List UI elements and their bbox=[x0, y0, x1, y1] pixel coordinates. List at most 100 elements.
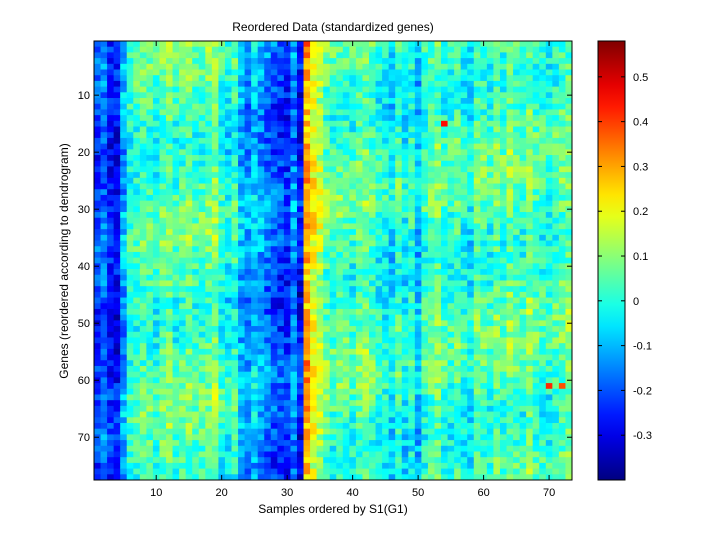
heatmap-cell bbox=[408, 257, 416, 264]
heatmap-cell bbox=[198, 383, 206, 390]
heatmap-cell bbox=[152, 120, 160, 128]
heatmap-cell bbox=[277, 166, 285, 173]
heatmap-cell bbox=[414, 257, 422, 264]
heatmap-cell bbox=[224, 308, 233, 316]
heatmap-cell bbox=[460, 69, 468, 76]
heatmap-cell bbox=[172, 337, 180, 344]
heatmap-cell bbox=[414, 149, 422, 156]
heatmap-cell bbox=[362, 365, 370, 373]
heatmap-cell bbox=[480, 269, 488, 276]
heatmap-cell bbox=[493, 206, 501, 213]
heatmap-cell bbox=[460, 52, 468, 59]
heatmap-cell bbox=[205, 155, 213, 162]
heatmap-cell bbox=[473, 132, 481, 139]
heatmap-cell bbox=[434, 149, 442, 156]
heatmap-cell bbox=[290, 41, 298, 48]
heatmap-cell bbox=[329, 109, 337, 116]
heatmap-cell bbox=[152, 189, 160, 196]
heatmap-cell bbox=[454, 405, 462, 413]
heatmap-cell bbox=[120, 103, 128, 110]
heatmap-cell bbox=[264, 234, 272, 242]
heatmap-cell bbox=[179, 405, 187, 413]
heatmap-cell bbox=[283, 405, 291, 413]
heatmap-cell bbox=[454, 63, 462, 71]
heatmap-cell bbox=[257, 63, 265, 71]
heatmap-cell bbox=[329, 405, 337, 413]
heatmap-cell bbox=[316, 422, 324, 430]
heatmap-cell bbox=[382, 303, 390, 310]
heatmap-cell bbox=[146, 394, 154, 401]
heatmap-cell bbox=[316, 92, 324, 99]
heatmap-cell bbox=[120, 143, 128, 150]
heatmap-cell bbox=[166, 52, 174, 59]
heatmap-cell bbox=[401, 371, 409, 378]
heatmap-cell bbox=[499, 269, 508, 276]
heatmap-cell bbox=[323, 58, 331, 65]
heatmap-cell bbox=[362, 246, 370, 253]
heatmap-cell bbox=[486, 354, 494, 361]
heatmap-cell bbox=[336, 354, 344, 361]
heatmap-cell bbox=[166, 388, 174, 395]
heatmap-cell bbox=[349, 120, 357, 128]
heatmap-cell bbox=[427, 383, 435, 390]
heatmap-cell bbox=[283, 434, 291, 441]
heatmap-cell bbox=[388, 263, 396, 270]
heatmap-cell bbox=[401, 428, 409, 435]
heatmap-cell bbox=[329, 422, 337, 430]
heatmap-cell bbox=[362, 200, 370, 207]
heatmap-cell bbox=[257, 126, 265, 133]
heatmap-cell bbox=[270, 286, 278, 293]
heatmap-cell bbox=[146, 297, 154, 304]
heatmap-cell bbox=[447, 143, 455, 150]
heatmap-cell bbox=[126, 383, 134, 390]
heatmap-cell bbox=[192, 348, 200, 356]
heatmap-cell bbox=[94, 371, 102, 378]
heatmap-cell bbox=[480, 422, 488, 430]
heatmap-cell bbox=[218, 388, 226, 395]
heatmap-cell bbox=[493, 52, 501, 59]
heatmap-cell bbox=[211, 343, 219, 350]
heatmap-cell bbox=[192, 434, 200, 441]
heatmap-cell bbox=[388, 63, 396, 71]
heatmap-cell bbox=[146, 132, 154, 139]
heatmap-cell bbox=[473, 263, 481, 270]
heatmap-cell bbox=[185, 297, 193, 304]
heatmap-cell bbox=[205, 194, 213, 202]
heatmap-cell bbox=[310, 422, 318, 430]
heatmap-cell bbox=[205, 172, 213, 179]
heatmap-cell bbox=[224, 41, 233, 48]
heatmap-cell bbox=[244, 462, 252, 470]
heatmap-cell bbox=[355, 331, 363, 338]
heatmap-cell bbox=[473, 166, 481, 173]
heatmap-cell bbox=[211, 434, 219, 441]
heatmap-cell bbox=[198, 286, 206, 293]
heatmap-cell bbox=[414, 200, 422, 207]
heatmap-cell bbox=[126, 400, 134, 407]
heatmap-cell bbox=[349, 63, 357, 71]
heatmap-cell bbox=[257, 365, 265, 373]
heatmap-cell bbox=[251, 297, 259, 304]
heatmap-cell bbox=[480, 297, 488, 304]
heatmap-cell bbox=[257, 86, 265, 93]
heatmap-cell bbox=[179, 194, 187, 202]
heatmap-cell bbox=[473, 234, 481, 242]
heatmap-cell bbox=[441, 394, 449, 401]
heatmap-cell bbox=[94, 440, 102, 447]
heatmap-cell bbox=[231, 445, 239, 452]
heatmap-cell bbox=[349, 126, 357, 133]
heatmap-cell bbox=[460, 206, 468, 213]
heatmap-cell bbox=[238, 274, 246, 281]
heatmap-cell bbox=[251, 240, 259, 247]
heatmap-cell bbox=[283, 451, 291, 458]
heatmap-cell bbox=[329, 223, 337, 230]
heatmap-cell bbox=[421, 337, 429, 344]
heatmap-cell bbox=[395, 126, 403, 133]
heatmap-cell bbox=[120, 280, 128, 287]
heatmap-cell bbox=[146, 189, 154, 196]
heatmap-cell bbox=[113, 177, 121, 185]
heatmap-cell bbox=[316, 69, 324, 76]
heatmap-cell bbox=[480, 217, 488, 224]
heatmap-cell bbox=[205, 217, 213, 224]
heatmap-cell bbox=[179, 155, 187, 162]
